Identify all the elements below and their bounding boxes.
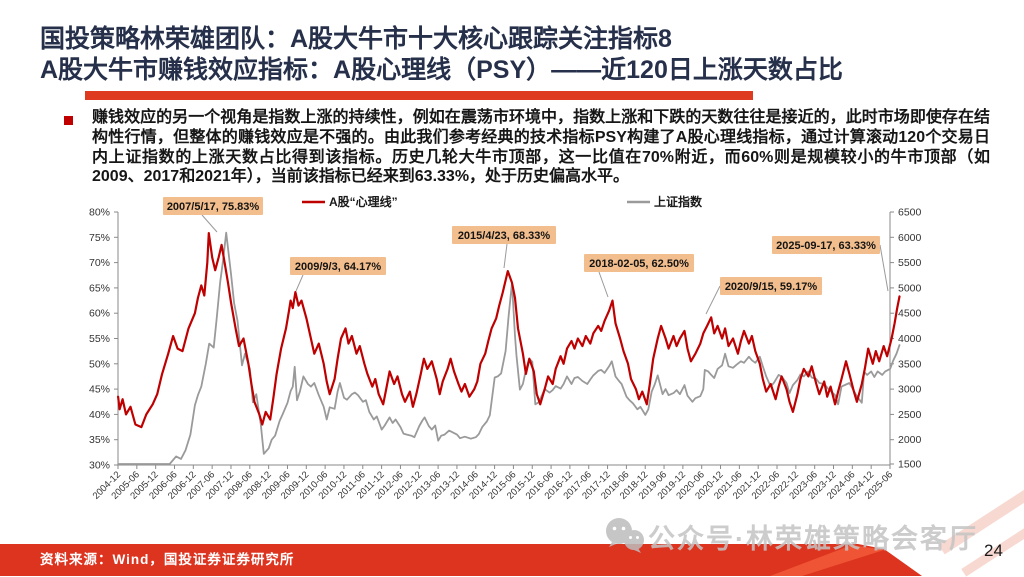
annotation-label: 2018-02-05, 62.50% bbox=[589, 258, 689, 270]
sse-index-line bbox=[117, 231, 901, 465]
watermark: 公众号·林荣雄策略会客厅 bbox=[602, 516, 978, 556]
body-paragraph: 赚钱效应的另一个视角是指数上涨的持续性，例如在震荡市环境中，指数上涨和下跌的天数… bbox=[92, 109, 990, 186]
left-tick-label: 35% bbox=[89, 434, 110, 446]
right-tick-label: 1500 bbox=[898, 459, 922, 471]
footer-band bbox=[0, 544, 922, 576]
annotation-box bbox=[452, 226, 556, 244]
right-tick-label: 4500 bbox=[898, 308, 922, 320]
annotation-label: 2020/9/15, 59.17% bbox=[725, 281, 818, 293]
wechat-icon bbox=[606, 518, 644, 553]
left-tick-label: 80% bbox=[89, 207, 110, 219]
right-tick-label: 2000 bbox=[898, 434, 922, 446]
annotation-label: 2025-09-17, 63.33% bbox=[776, 240, 876, 252]
legend-label: 上证指数 bbox=[654, 194, 703, 209]
annotation-label: 2015/4/23, 68.33% bbox=[458, 230, 551, 242]
annotation-leader bbox=[705, 285, 721, 315]
left-tick-label: 70% bbox=[89, 257, 110, 269]
right-tick-label: 2500 bbox=[898, 409, 922, 421]
bullet-square-icon bbox=[64, 116, 73, 125]
left-tick-label: 55% bbox=[89, 333, 110, 345]
annotation-leader bbox=[598, 271, 609, 298]
annotation-box bbox=[720, 277, 822, 295]
title-underline-bar bbox=[85, 91, 753, 100]
page-number: 24 bbox=[984, 541, 1003, 560]
annotation-label: 2007/5/17, 75.83% bbox=[167, 201, 260, 213]
right-tick-label: 5000 bbox=[898, 282, 922, 294]
left-tick-label: 45% bbox=[89, 384, 110, 396]
title-line-2: A股大牛市赚钱效应指标：A股心理线（PSY）——近120日上涨天数占比 bbox=[40, 56, 843, 84]
footer-band-shape bbox=[0, 544, 922, 576]
annotation-box bbox=[163, 197, 263, 215]
right-tick-label: 6000 bbox=[898, 232, 922, 244]
right-tick-label: 3500 bbox=[898, 358, 922, 370]
right-tick-label: 4000 bbox=[898, 333, 922, 345]
left-tick-label: 65% bbox=[89, 282, 110, 294]
legend-label: A股“心理线” bbox=[329, 194, 398, 209]
title-line-1: 国投策略林荣雄团队：A股大牛市十大核心跟踪关注指标8 bbox=[40, 25, 672, 53]
annotation-leader bbox=[879, 244, 889, 292]
annotation-box bbox=[584, 254, 694, 272]
annotation-leader bbox=[503, 243, 508, 269]
left-tick-label: 60% bbox=[89, 308, 110, 320]
right-tick-label: 3000 bbox=[898, 384, 922, 396]
annotation-leader bbox=[295, 274, 304, 292]
watermark-text: 公众号·林荣雄策略会客厅 bbox=[648, 523, 978, 554]
slide-title: 国投策略林荣雄团队：A股大牛市十大核心跟踪关注指标8 A股大牛市赚钱效应指标：A… bbox=[40, 24, 1020, 86]
left-tick-label: 75% bbox=[89, 232, 110, 244]
psy-line bbox=[116, 232, 901, 429]
left-tick-label: 40% bbox=[89, 409, 110, 421]
annotation-leader bbox=[201, 214, 218, 233]
right-tick-label: 6500 bbox=[898, 207, 922, 219]
footer-band-highlight bbox=[770, 545, 884, 576]
left-tick-label: 50% bbox=[89, 358, 110, 370]
source-note: 资料来源：Wind，国投证券证券研究所 bbox=[40, 552, 295, 567]
right-tick-label: 5500 bbox=[898, 257, 922, 269]
annotation-box bbox=[290, 257, 386, 275]
left-tick-label: 30% bbox=[89, 460, 110, 472]
annotation-label: 2009/9/3, 64.17% bbox=[295, 261, 381, 273]
annotation-box bbox=[772, 236, 880, 254]
